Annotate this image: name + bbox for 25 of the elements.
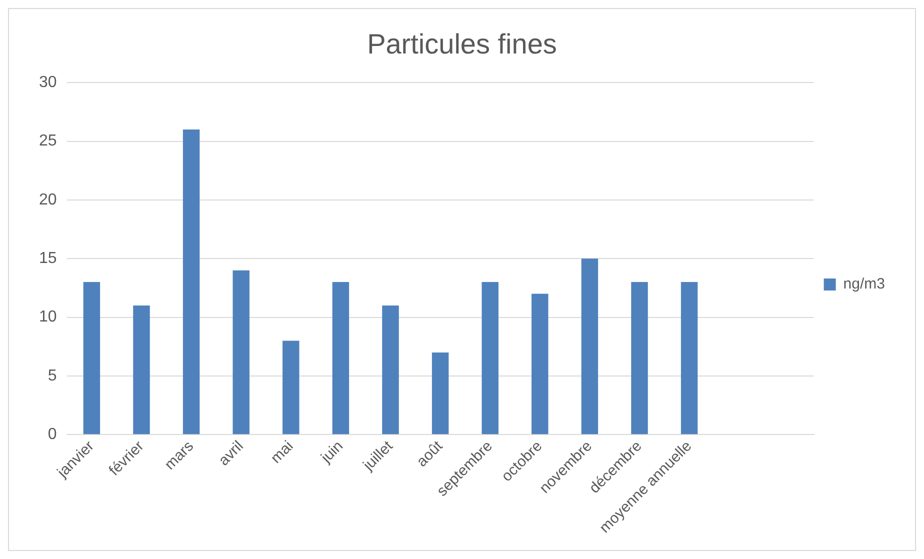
- x-tick-label: mai: [268, 438, 297, 467]
- x-tick-label: avril: [215, 438, 247, 470]
- legend-label: ng/m3: [843, 276, 886, 293]
- bar: [581, 258, 598, 434]
- bar: [482, 282, 498, 434]
- bar: [232, 270, 250, 434]
- chart-title: Particules fines: [367, 28, 557, 60]
- bar: [332, 282, 350, 434]
- y-tick-label: 25: [39, 132, 57, 150]
- bar: [382, 306, 399, 434]
- y-tick-label: 10: [39, 308, 57, 326]
- bar: [282, 340, 300, 434]
- y-tick-label: 20: [39, 191, 57, 208]
- bar: [133, 306, 150, 434]
- bar: [532, 294, 548, 434]
- bar: [680, 282, 698, 434]
- bar: [182, 130, 200, 434]
- bar: [432, 352, 449, 434]
- y-tick-label: 15: [39, 250, 57, 267]
- bar: [83, 282, 100, 434]
- y-tick-label: 30: [39, 74, 57, 92]
- y-tick-label: 5: [48, 367, 57, 384]
- y-tick-label: 0: [48, 426, 57, 443]
- bar: [631, 282, 648, 434]
- x-tick-label: juin: [317, 438, 346, 467]
